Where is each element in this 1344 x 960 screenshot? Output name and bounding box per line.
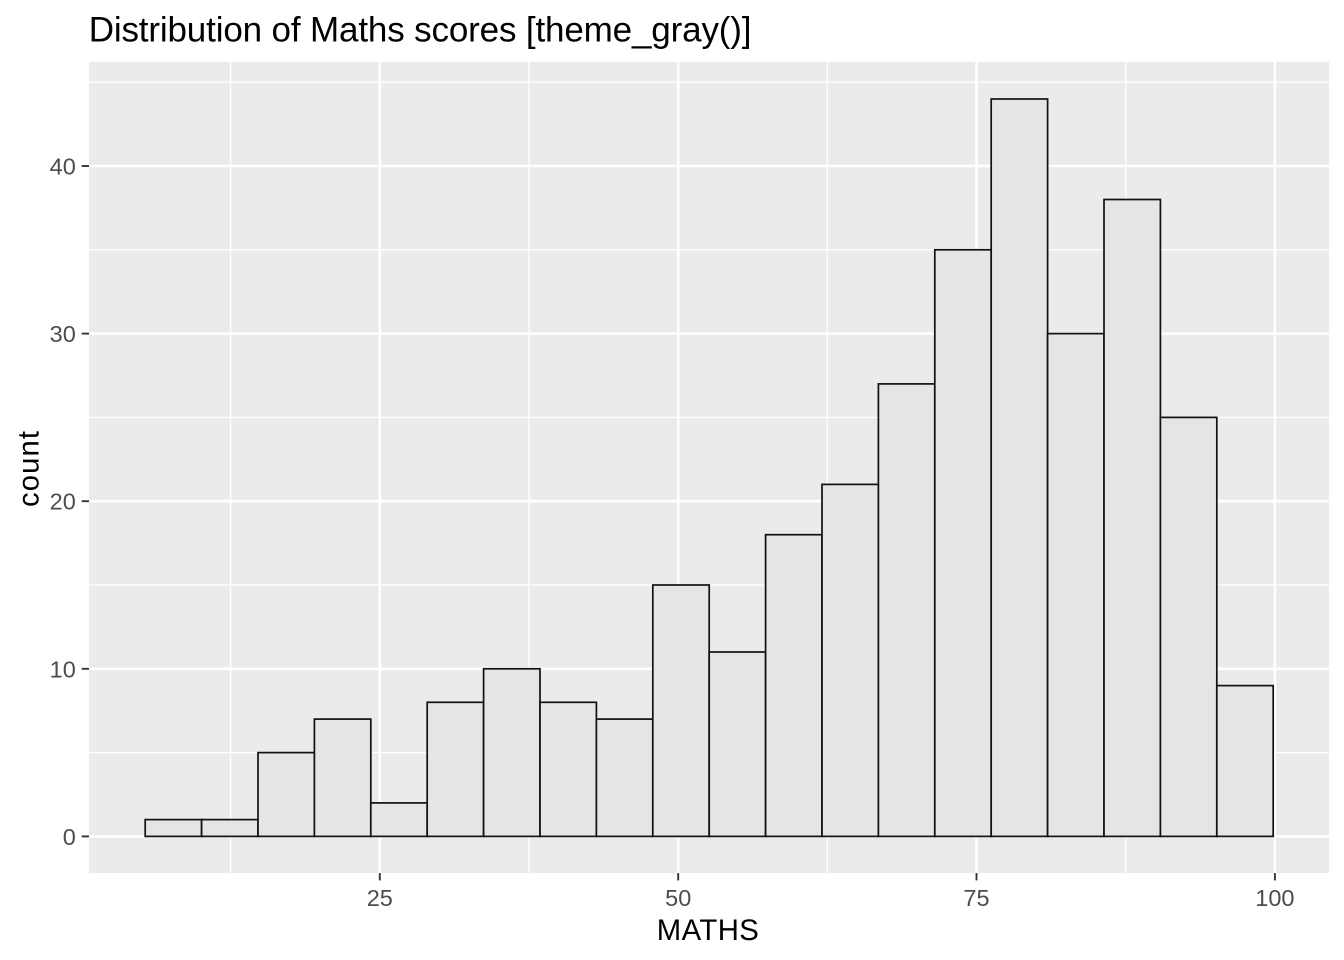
svg-text:50: 50 bbox=[665, 885, 691, 911]
svg-text:MATHS: MATHS bbox=[657, 914, 759, 947]
svg-text:75: 75 bbox=[963, 885, 989, 911]
svg-text:0: 0 bbox=[63, 824, 76, 850]
svg-text:100: 100 bbox=[1255, 885, 1294, 911]
svg-text:40: 40 bbox=[50, 154, 76, 180]
svg-text:25: 25 bbox=[367, 885, 393, 911]
svg-text:Distribution of Maths scores [: Distribution of Maths scores [theme_gray… bbox=[89, 11, 752, 50]
svg-text:20: 20 bbox=[50, 489, 76, 515]
svg-text:10: 10 bbox=[50, 656, 76, 682]
svg-text:count: count bbox=[13, 431, 46, 507]
svg-text:30: 30 bbox=[50, 321, 76, 347]
